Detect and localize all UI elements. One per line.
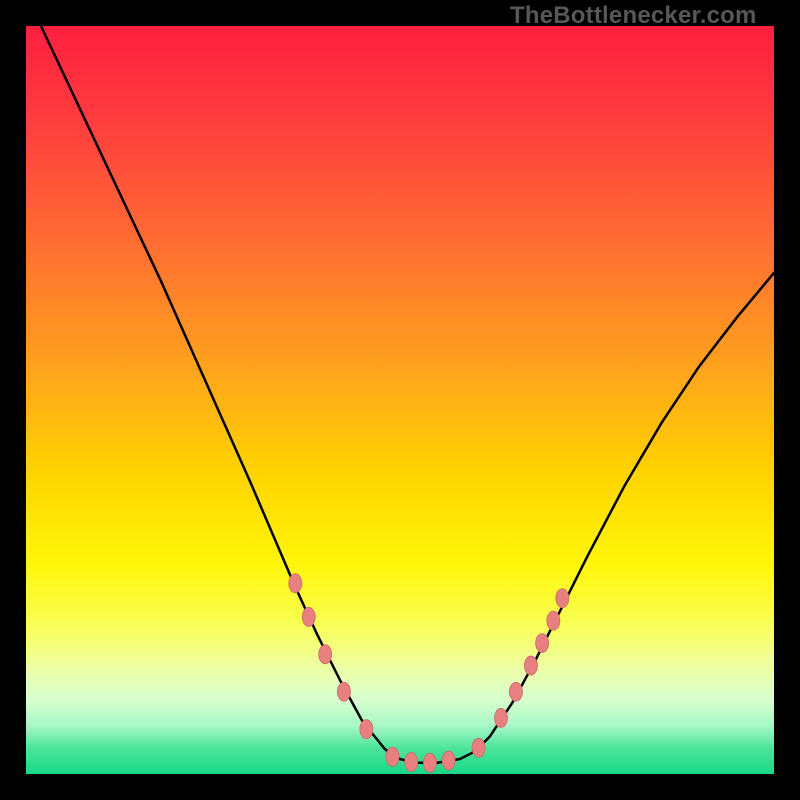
data-marker bbox=[494, 708, 507, 727]
data-marker bbox=[509, 682, 522, 701]
data-marker bbox=[556, 589, 569, 608]
plot-area bbox=[26, 26, 774, 774]
data-marker bbox=[405, 753, 418, 772]
bottleneck-curve-chart bbox=[26, 26, 774, 774]
gradient-background bbox=[26, 26, 774, 774]
data-marker bbox=[360, 720, 373, 739]
data-marker bbox=[386, 747, 399, 766]
chart-frame: TheBottlenecker.com bbox=[0, 0, 800, 800]
data-marker bbox=[337, 682, 350, 701]
data-marker bbox=[547, 611, 560, 630]
data-marker bbox=[472, 738, 485, 757]
data-marker bbox=[442, 751, 455, 770]
data-marker bbox=[524, 656, 537, 675]
data-marker bbox=[423, 753, 436, 772]
data-marker bbox=[302, 607, 315, 626]
data-marker bbox=[536, 634, 549, 653]
data-marker bbox=[319, 645, 332, 664]
data-marker bbox=[289, 574, 302, 593]
